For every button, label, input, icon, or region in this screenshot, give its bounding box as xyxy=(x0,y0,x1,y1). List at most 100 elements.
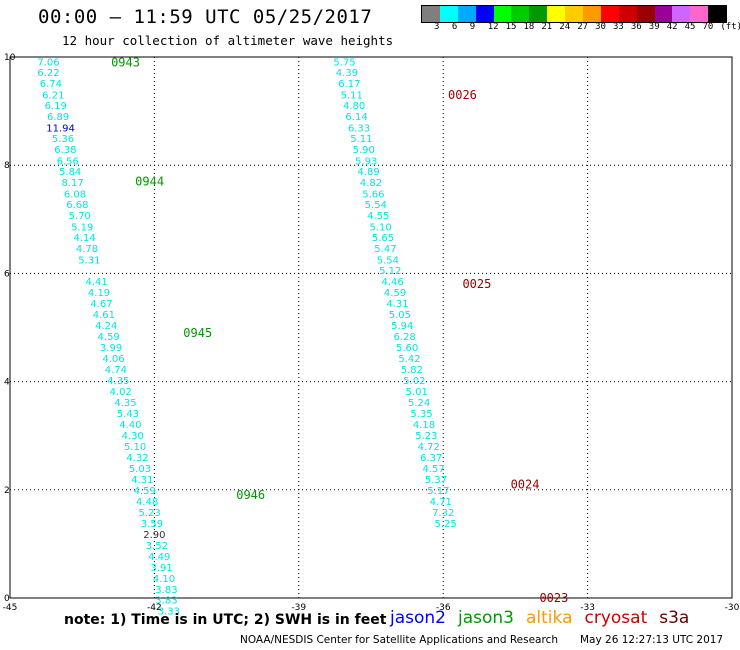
color-swatch xyxy=(708,6,727,22)
pass-time-label: 0945 xyxy=(183,326,212,340)
wave-height-value: 6.19 xyxy=(45,101,67,112)
color-scale-label: 6 xyxy=(451,22,458,32)
wave-height-value: 4.67 xyxy=(90,299,112,310)
wave-height-value: 5.65 xyxy=(372,233,394,244)
satellite-legend-item: cryosat xyxy=(584,608,648,628)
color-scale-label: 36 xyxy=(630,22,642,32)
credit-text: NOAA/NESDIS Center for Satellite Applica… xyxy=(240,634,558,646)
satellite-legend-item: s3a xyxy=(659,608,690,628)
wave-height-value: 5.23 xyxy=(138,508,160,519)
wave-height-value: 5.03 xyxy=(129,464,151,475)
color-scale-label: 24 xyxy=(559,22,571,32)
wave-height-value: 6.37 xyxy=(420,453,442,464)
wave-height-value: 5.37 xyxy=(425,475,447,486)
wave-height-value: 6.21 xyxy=(42,90,64,101)
wave-height-value: 4.89 xyxy=(357,167,379,178)
wave-height-value: 4.24 xyxy=(95,321,117,332)
color-swatch xyxy=(422,6,440,22)
wave-height-value: 4.40 xyxy=(119,420,141,431)
wave-height-value: 4.35 xyxy=(114,398,136,409)
wave-height-value: 6.33 xyxy=(348,123,370,134)
timestamp-text: May 26 12:27:13 UTC 2017 xyxy=(580,634,724,646)
color-scale-label: 9 xyxy=(469,22,476,32)
wave-height-value: 5.10 xyxy=(124,442,146,453)
wave-height-value: 4.19 xyxy=(88,288,110,299)
color-scale-label: 3 xyxy=(434,22,440,32)
wave-height-value: 4.74 xyxy=(105,365,127,376)
wave-height-value: 7.06 xyxy=(37,57,59,68)
wave-height-value: 3.52 xyxy=(146,541,168,552)
color-swatch xyxy=(475,6,494,22)
color-scale-label: 27 xyxy=(577,22,589,32)
wave-height-value: 4.55 xyxy=(367,211,389,222)
color-swatch xyxy=(654,6,673,22)
wave-height-value: 4.31 xyxy=(131,475,153,486)
y-tick-label: 2 xyxy=(4,486,10,496)
page-title: 00:00 – 11:59 UTC 05/25/2017 xyxy=(38,6,373,28)
y-tick-label: 8 xyxy=(4,161,10,171)
y-tick-label: 0 xyxy=(4,594,10,604)
satellite-legend-item: jason2 xyxy=(390,608,446,628)
page-subtitle: 12 hour collection of altimeter wave hei… xyxy=(62,33,394,48)
wave-height-value: 3.99 xyxy=(100,343,122,354)
pass-time-label: 0025 xyxy=(462,277,491,291)
wave-height-value: 4.82 xyxy=(360,178,382,189)
wave-height-value: 5.47 xyxy=(374,244,396,255)
wave-height-value: 5.23 xyxy=(415,431,437,442)
wave-height-value: 5.01 xyxy=(406,387,428,398)
wave-height-value: 4.46 xyxy=(382,277,404,288)
color-swatch xyxy=(636,6,655,22)
color-swatch xyxy=(439,6,458,22)
color-scale-label: 30 xyxy=(595,22,606,32)
wave-height-value: 5.25 xyxy=(434,519,456,530)
wave-height-value: 4.59 xyxy=(384,288,406,299)
y-tick-label: 6 xyxy=(4,269,10,279)
wave-height-value: 4.61 xyxy=(93,310,115,321)
color-swatch xyxy=(618,6,637,22)
wave-height-value: 5.17 xyxy=(427,486,449,497)
wave-height-value: 6.28 xyxy=(394,332,416,343)
wave-height-value: 6.22 xyxy=(37,68,59,79)
wave-height-value: 5.93 xyxy=(355,156,377,167)
x-tick-label: -36 xyxy=(436,603,451,613)
color-swatch xyxy=(583,6,601,22)
wave-height-value: 6.56 xyxy=(57,156,79,167)
wave-height-value: 4.57 xyxy=(422,464,444,475)
wave-height-value: 5.54 xyxy=(365,200,387,211)
wave-height-value: 3.91 xyxy=(150,563,172,574)
wave-height-value: 5.02 xyxy=(403,376,425,387)
wave-height-value: 5.11 xyxy=(350,134,372,145)
wave-height-value: 4.71 xyxy=(430,497,452,508)
satellite-legend-item: altika xyxy=(526,608,573,628)
x-tick-label: -30 xyxy=(725,603,740,613)
wave-height-value: 4.48 xyxy=(136,497,158,508)
wave-height-value: 4.14 xyxy=(73,233,95,244)
wave-height-value: 5.05 xyxy=(389,310,411,321)
wave-height-value: 11.94 xyxy=(46,123,75,134)
wave-height-value: 4.31 xyxy=(386,299,408,310)
y-tick-label: 10 xyxy=(4,53,16,63)
wave-height-value: 4.49 xyxy=(148,552,170,563)
color-swatch xyxy=(672,6,691,22)
wave-height-value: 5.54 xyxy=(377,255,399,266)
wave-height-value: 3.83 xyxy=(155,596,177,607)
wave-height-value: 5.19 xyxy=(71,222,93,233)
wave-height-value: 6.74 xyxy=(40,79,62,90)
wave-height-value: 5.60 xyxy=(396,343,418,354)
color-swatch xyxy=(600,6,619,22)
color-scale-label: 33 xyxy=(613,22,624,32)
pass-time-label: 0943 xyxy=(111,55,140,69)
wave-height-value: 8.17 xyxy=(61,178,83,189)
color-swatch xyxy=(565,6,584,22)
color-scale-label: 45 xyxy=(684,22,696,32)
x-tick-label: -42 xyxy=(147,603,162,613)
wave-height-value: 5.94 xyxy=(391,321,413,332)
wave-height-value: 6.14 xyxy=(345,112,367,123)
wave-height-value: 5.12 xyxy=(379,266,401,277)
wave-height-value: 4.78 xyxy=(76,244,98,255)
x-tick-label: -45 xyxy=(3,603,18,613)
wave-height-value: 5.36 xyxy=(52,134,74,145)
y-tick-label: 4 xyxy=(4,378,10,388)
color-swatch xyxy=(690,6,709,22)
